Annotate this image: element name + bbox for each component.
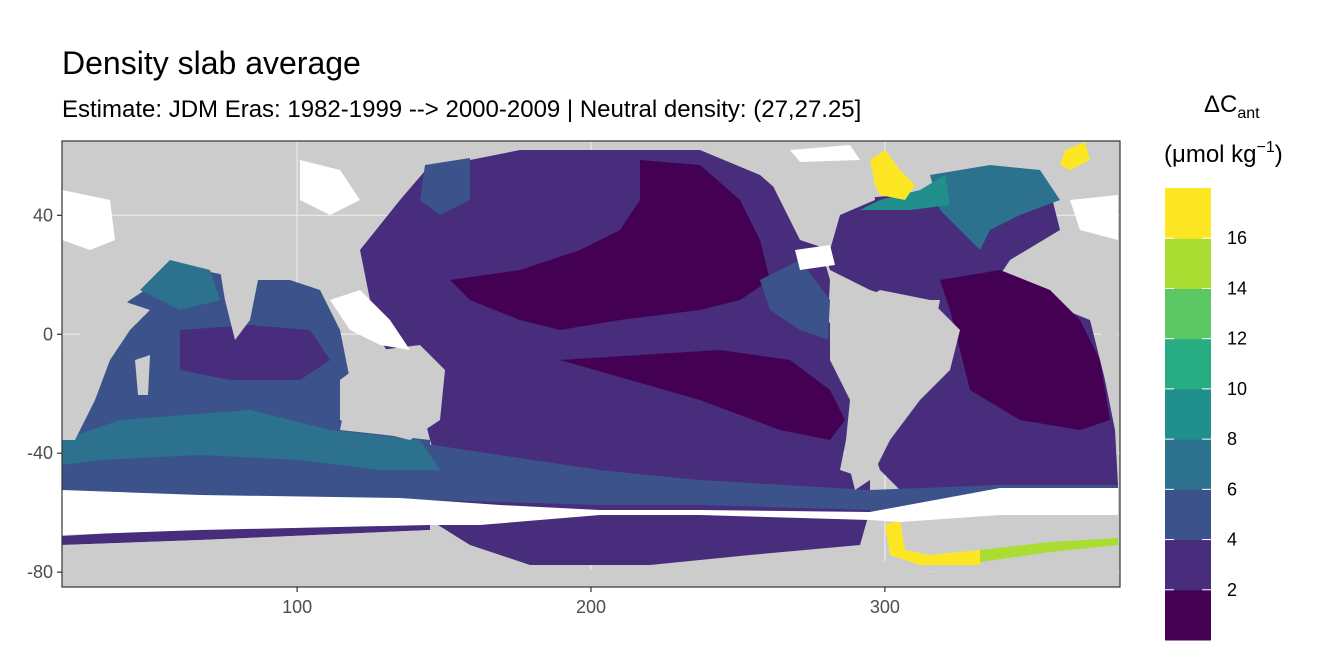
no-data-arctic [790, 145, 860, 162]
legend-bin-7 [1165, 238, 1211, 289]
legend-colorbar [1165, 188, 1211, 641]
legend-bin-5 [1165, 338, 1211, 390]
legend-unit-main: (μmol kg [1164, 141, 1257, 168]
legend-unit: (μmol kg−1) [1164, 139, 1283, 168]
ocean-arabian [140, 260, 220, 310]
land-antarctica [62, 530, 1118, 587]
ocean-labrador [860, 175, 950, 210]
land-masses [62, 150, 1118, 587]
legend-bin-8 [1165, 188, 1211, 239]
y-tick-label: 0 [43, 324, 53, 344]
y-axis: 40 0 -40 -80 [27, 205, 62, 582]
chart-subtitle: Estimate: JDM Eras: 1982-1999 --> 2000-2… [62, 96, 861, 123]
x-axis: 100 200 300 [282, 587, 900, 617]
ocean-north-pacific-margin [420, 158, 470, 215]
x-tick-label: 200 [576, 597, 606, 617]
land-africa-west [62, 300, 150, 440]
y-tick-label: -40 [27, 443, 53, 463]
land-india [220, 270, 260, 340]
ocean-pacific-core-north [450, 160, 770, 330]
legend-title-sub: ant [1237, 105, 1260, 122]
legend-ticks: 2 4 6 8 10 12 14 16 [1165, 228, 1247, 600]
x-tick-label: 300 [870, 597, 900, 617]
land-africa-east [1100, 310, 1118, 430]
legend-tick-label: 8 [1227, 429, 1237, 449]
x-tick-label: 100 [282, 597, 312, 617]
legend-tick-label: 14 [1227, 278, 1247, 298]
legend-bin-0 [1165, 589, 1211, 641]
y-tick-label: 40 [33, 205, 53, 225]
legend-tick-label: 4 [1227, 530, 1237, 550]
ocean-weddell-green [980, 538, 1118, 562]
map-panel [62, 141, 1120, 587]
land-south-america [830, 290, 960, 490]
legend-unit-sup: −1 [1257, 139, 1275, 156]
ocean-north-atlantic [930, 165, 1060, 250]
legend-tick-label: 12 [1227, 329, 1247, 349]
no-data-mediterranean [62, 190, 115, 250]
ocean-weddell-yellow [885, 520, 980, 565]
ocean-indian-core [180, 325, 330, 380]
ocean-pacific-core-south [560, 350, 845, 440]
ocean-greenland-yellow [870, 150, 915, 200]
y-tick-label: -80 [27, 562, 53, 582]
legend-bin-4 [1165, 388, 1211, 440]
no-data-regions [62, 145, 1118, 535]
no-data-gulf [795, 245, 835, 270]
ocean-field [62, 142, 1118, 565]
legend-bin-6 [1165, 288, 1211, 340]
legend-tick-label: 6 [1227, 479, 1237, 499]
legend-tick-label: 2 [1227, 580, 1237, 600]
legend-bin-1 [1165, 539, 1211, 591]
legend: ΔCant (μmol kg−1) 2 4 6 8 10 12 14 16 [1164, 91, 1283, 641]
land-australia [340, 345, 445, 440]
legend-unit-close: ) [1275, 141, 1283, 168]
legend-title: ΔCant [1204, 91, 1260, 122]
legend-title-main: ΔC [1204, 91, 1237, 118]
chart-title: Density slab average [62, 45, 361, 81]
ocean-southern-teal [62, 410, 440, 470]
legend-tick-label: 10 [1227, 379, 1247, 399]
no-data-indonesia [330, 290, 410, 350]
no-data-europe [1070, 195, 1118, 240]
legend-tick-label: 16 [1227, 228, 1247, 248]
no-data-southern-band [62, 488, 1118, 535]
land-north-america [760, 150, 875, 250]
legend-bin-2 [1165, 489, 1211, 541]
ocean-east-pacific-margin [760, 260, 830, 340]
ocean-atlantic-core [940, 270, 1110, 430]
land-madagascar [135, 355, 150, 395]
ocean-nordic-yellow [1060, 142, 1090, 170]
no-data-asia-north [300, 160, 360, 215]
legend-bin-3 [1165, 439, 1211, 490]
